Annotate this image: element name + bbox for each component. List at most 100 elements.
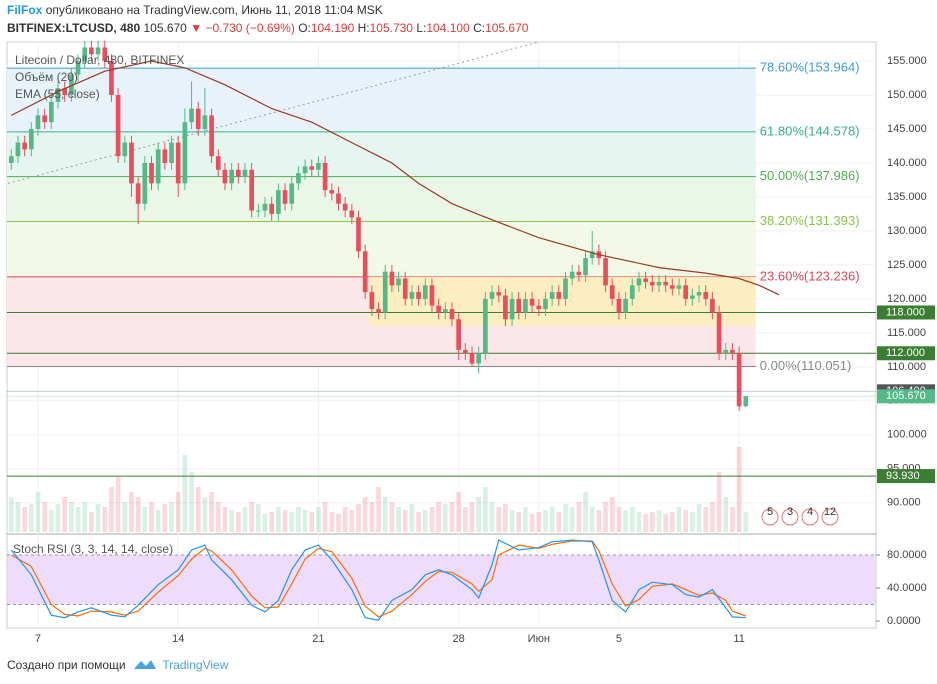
candle-body <box>696 292 702 296</box>
volume-bar <box>422 510 428 532</box>
x-tick-label: 11 <box>733 633 744 645</box>
volume-bar <box>589 507 595 532</box>
volume-bar <box>55 504 61 532</box>
volume-bar <box>102 507 108 532</box>
volume-bar <box>15 502 21 532</box>
ohlc-label: L: <box>416 21 427 35</box>
volume-bar <box>202 497 208 532</box>
candle-body <box>336 193 341 204</box>
candle-body <box>643 278 648 282</box>
candle-body <box>75 61 81 75</box>
volume-bar <box>369 502 375 532</box>
volume-bar <box>182 455 188 532</box>
candle-body <box>489 292 495 299</box>
symbol: BITFINEX:LTCUSD, 480 <box>7 21 141 35</box>
volume-bar <box>69 502 74 532</box>
event-icon <box>781 508 799 526</box>
volume-bar <box>509 510 515 532</box>
volume-bar <box>222 507 228 532</box>
candle-body <box>215 156 221 170</box>
author[interactable]: FilFox <box>7 3 43 17</box>
event-icon <box>821 508 839 526</box>
candle-body <box>362 251 368 293</box>
brand[interactable]: TradingView <box>162 658 229 672</box>
candle-body <box>543 298 548 310</box>
candle-body <box>656 281 662 286</box>
candle-body <box>256 210 261 212</box>
volume-bar <box>409 504 415 532</box>
volume-bar <box>683 510 689 532</box>
candle-body <box>576 271 582 276</box>
volume-bar <box>656 510 662 532</box>
candle-body <box>109 61 114 96</box>
volume-bar <box>296 507 301 532</box>
y-tick-label: 130.000 <box>887 225 927 237</box>
y-tick-label: 115.000 <box>887 327 926 339</box>
volume-bar <box>129 492 134 532</box>
candle-body <box>609 285 615 299</box>
candle-body <box>209 115 214 157</box>
volume-bar <box>249 502 254 532</box>
volume-bar <box>262 514 268 532</box>
candle-body <box>730 349 735 354</box>
y-tick-label: 135.000 <box>887 191 927 203</box>
candle-body <box>503 295 508 320</box>
candle-body <box>536 305 542 310</box>
fib-label: 0.00%(110.051) <box>760 358 852 373</box>
level-tag <box>877 469 935 484</box>
candle-body <box>242 169 248 177</box>
candle-body <box>122 142 128 157</box>
volume-bar <box>583 492 588 532</box>
x-tick-label: 28 <box>453 633 465 645</box>
candle-body <box>396 278 401 286</box>
event-icon <box>761 508 779 526</box>
candle-body <box>342 203 348 211</box>
volume-bar <box>636 512 642 532</box>
candle-body <box>28 128 34 150</box>
volume-bar <box>155 510 161 532</box>
candle-body <box>149 162 154 184</box>
y-tick-label: 145.000 <box>887 123 927 135</box>
volume-bar <box>723 497 729 532</box>
candle-body <box>82 47 88 62</box>
candle-body <box>523 298 528 313</box>
candle-body <box>389 271 395 286</box>
volume-bar <box>329 512 335 532</box>
volume-bar <box>716 472 722 532</box>
volume-bar <box>362 497 368 532</box>
volume-bar <box>276 507 281 532</box>
y-tick-label: 140.000 <box>887 157 927 169</box>
candle-body <box>649 281 655 286</box>
candle-body <box>676 285 682 289</box>
candle-body <box>8 156 14 163</box>
candle-body <box>376 309 381 313</box>
candle-body <box>623 298 628 313</box>
volume-bar <box>663 514 668 532</box>
volume-bar <box>189 472 194 532</box>
volume-bar <box>529 514 535 532</box>
candle-body <box>35 115 41 129</box>
candle-body <box>703 292 709 299</box>
candle-body <box>155 149 161 184</box>
fib-label: 61.80%(144.578) <box>760 123 860 138</box>
candle-body <box>249 169 254 211</box>
candle-body <box>316 162 321 170</box>
candle-body <box>449 309 455 320</box>
fib-zone <box>7 221 756 277</box>
ohlc-c: C:105.670 <box>473 21 528 35</box>
volume-bar <box>115 477 121 532</box>
volume-bar <box>389 502 395 532</box>
candle-body <box>636 278 642 286</box>
level-tag-label: 93.930 <box>886 470 920 482</box>
ohlc-l: L:104.100 <box>416 21 469 35</box>
y-tick-label: 110.000 <box>887 361 926 373</box>
candle-body <box>616 298 622 313</box>
volume-bar <box>209 492 214 532</box>
publish-line: FilFox опубликовано на TradingView.com, … <box>7 3 383 17</box>
volume-bar <box>402 510 408 532</box>
candle-body <box>95 47 101 55</box>
candle-body <box>129 142 134 184</box>
volume-bar <box>616 507 622 532</box>
volume-bar <box>556 512 562 532</box>
